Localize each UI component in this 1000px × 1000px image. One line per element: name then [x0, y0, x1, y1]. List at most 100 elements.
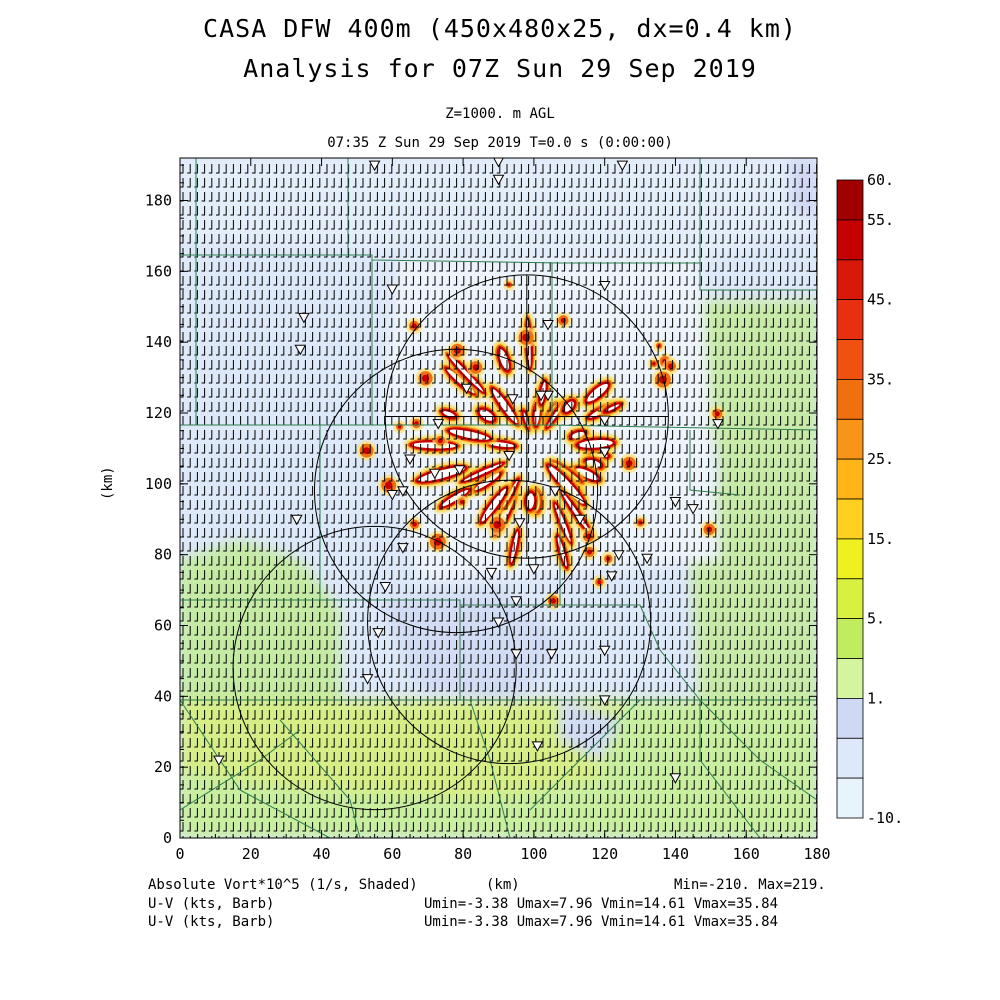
wind-barb — [748, 612, 753, 622]
wind-barb — [187, 332, 191, 342]
wind-barb — [381, 388, 386, 398]
wind-barb — [403, 402, 407, 412]
wind-barb — [180, 486, 184, 496]
wind-barb — [705, 206, 710, 216]
wind-barb — [338, 290, 342, 300]
wind-barb — [770, 710, 774, 720]
wind-barb — [698, 472, 702, 482]
wind-barb — [432, 220, 436, 230]
wind-barb — [482, 584, 486, 594]
wind-barb — [748, 332, 753, 342]
wind-barb — [259, 388, 263, 398]
wind-barb — [338, 458, 342, 468]
wind-barb — [799, 164, 803, 174]
wind-barb — [446, 766, 450, 776]
wind-barb — [655, 220, 659, 230]
wind-barb — [288, 360, 292, 370]
wind-barb — [237, 668, 242, 678]
wind-barb — [338, 682, 342, 692]
wind-barb — [410, 822, 414, 832]
wind-barb — [655, 262, 659, 272]
wind-barb — [324, 710, 328, 720]
wind-barb — [756, 682, 760, 692]
wind-barb — [345, 626, 350, 636]
wind-barb — [237, 654, 242, 664]
wind-barb — [424, 164, 429, 174]
wind-barb — [280, 276, 285, 286]
wind-barb — [640, 710, 645, 720]
wind-barb — [532, 444, 537, 454]
wind-barb — [655, 416, 659, 426]
wind-barb — [252, 402, 256, 412]
wind-barb — [489, 626, 494, 636]
wind-barb — [554, 290, 558, 300]
wind-barb — [727, 696, 731, 706]
wind-barb — [784, 598, 789, 608]
wind-barb — [446, 584, 450, 594]
wind-barb — [640, 822, 645, 832]
wind-barb — [295, 528, 299, 538]
wind-barb — [583, 752, 587, 762]
wind-barb — [331, 248, 335, 258]
wind-barb — [748, 598, 753, 608]
wind-barb — [518, 486, 522, 496]
wind-barb — [554, 178, 558, 188]
wind-barb — [648, 738, 652, 748]
wind-barb — [518, 794, 522, 804]
wind-barb — [511, 584, 515, 594]
wind-barb — [712, 556, 717, 566]
wind-barb — [799, 486, 803, 496]
wind-barb — [784, 822, 789, 832]
wind-barb — [309, 444, 314, 454]
wind-barb — [770, 570, 774, 580]
wind-barb — [554, 346, 558, 356]
wind-barb — [784, 640, 789, 650]
wind-barb — [288, 500, 292, 510]
wind-barb — [230, 640, 234, 650]
wind-barb — [360, 696, 364, 706]
wind-barb — [453, 710, 458, 720]
wind-barb — [496, 626, 501, 636]
wind-barb — [655, 682, 659, 692]
wind-barb — [216, 640, 220, 650]
wind-barb — [273, 696, 278, 706]
wind-barb — [302, 164, 306, 174]
wind-barb — [439, 192, 443, 202]
wind-barb — [720, 346, 724, 356]
min-max-label: Min=-210. Max=219. — [674, 877, 826, 893]
wind-barb — [525, 234, 530, 244]
wind-barb — [518, 346, 522, 356]
wind-barb — [698, 794, 702, 804]
wind-barb — [784, 724, 789, 734]
wind-barb — [734, 402, 738, 412]
wind-barb — [482, 458, 486, 468]
wind-barb — [302, 332, 306, 342]
wind-barb — [223, 640, 227, 650]
wind-barb — [194, 514, 198, 524]
wind-barb — [374, 304, 378, 314]
wind-barb — [561, 178, 566, 188]
wind-barb — [684, 458, 688, 468]
wind-barb — [676, 374, 681, 384]
wind-barb — [244, 276, 249, 286]
wind-barb — [223, 360, 227, 370]
wind-barb — [331, 542, 335, 552]
wind-barb — [446, 626, 450, 636]
wind-barb — [468, 360, 472, 370]
wind-barb — [496, 388, 501, 398]
wind-barb — [237, 640, 242, 650]
wind-barb — [604, 738, 609, 748]
wind-barb — [475, 556, 479, 566]
wind-barb — [712, 822, 717, 832]
wind-barb — [280, 206, 285, 216]
wind-barb — [424, 668, 429, 678]
wind-barb — [640, 766, 645, 776]
wind-barb — [302, 556, 306, 566]
wind-barb — [324, 234, 328, 244]
wind-barb — [698, 430, 702, 440]
wind-barb — [705, 290, 710, 300]
wind-barb — [511, 234, 515, 244]
wind-barb — [561, 640, 566, 650]
wind-barb — [194, 220, 198, 230]
wind-barb — [295, 766, 299, 776]
